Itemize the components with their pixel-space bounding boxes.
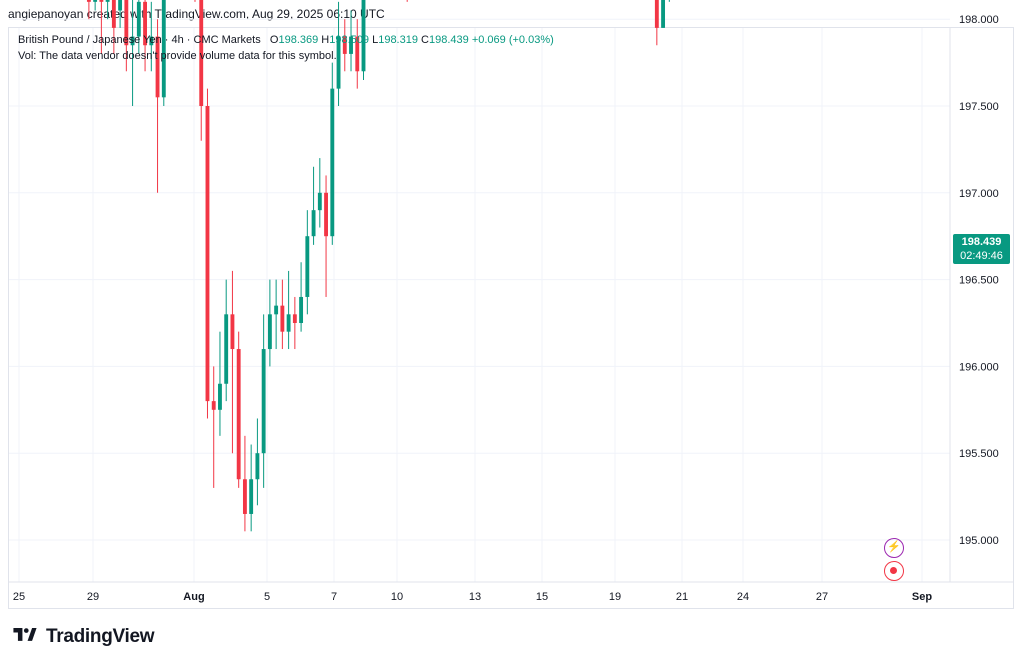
y-tick-label: 197.500 <box>959 101 999 113</box>
tv-logo-icon <box>13 628 37 641</box>
x-tick-label: 13 <box>469 591 481 603</box>
last-price: 198.439 <box>961 236 1002 248</box>
x-tick-label: 10 <box>391 591 403 603</box>
candle-body <box>305 236 310 297</box>
candle-body <box>99 0 104 2</box>
x-tick-label: Sep <box>912 591 932 603</box>
candle-body <box>299 296 304 323</box>
low-label: L <box>372 34 379 46</box>
candle-body <box>86 0 91 2</box>
candle-body <box>105 0 110 2</box>
candle-body <box>93 0 98 2</box>
y-tick-label: 197.000 <box>959 188 999 200</box>
bar-countdown: 02:49:46 <box>960 250 1003 262</box>
x-tick-label: 29 <box>87 591 99 603</box>
candle-body <box>224 314 229 384</box>
candle-body <box>261 349 266 454</box>
symbol-title: British Pound / Japanese Yen · 4h · CMC … <box>18 34 261 46</box>
candle-body <box>324 192 328 237</box>
high-label: H <box>321 34 330 46</box>
x-tick-label: 7 <box>331 591 337 603</box>
chart-frame[interactable] <box>8 27 1014 609</box>
candle-body <box>143 1 147 46</box>
candle-body <box>118 0 123 11</box>
candle-body <box>242 479 247 514</box>
candle-body <box>280 305 285 332</box>
high-value: 198.509 <box>329 34 370 46</box>
x-tick-label: Aug <box>183 591 204 603</box>
change-value: +0.069 (+0.03%) <box>471 34 554 46</box>
close-value: 198.439 <box>428 34 469 46</box>
candle-body <box>311 210 316 237</box>
candle-body <box>336 36 341 89</box>
candle-body <box>654 0 659 28</box>
y-tick-label: 198.000 <box>959 14 999 26</box>
candle-body <box>199 0 204 106</box>
x-tick-label: 21 <box>676 591 688 603</box>
x-tick-label: 25 <box>13 591 25 603</box>
candle-body <box>349 36 353 54</box>
candle-body <box>317 192 322 211</box>
candle-body <box>661 0 666 28</box>
candle-body <box>355 36 360 72</box>
y-tick-label: 196.500 <box>959 275 999 287</box>
candle-body <box>230 314 235 350</box>
record-icon[interactable] <box>884 561 904 581</box>
tradingview-logo[interactable]: TradingView <box>10 626 155 648</box>
x-tick-label: 15 <box>536 591 548 603</box>
candle-body <box>361 0 366 72</box>
candle-body <box>274 305 279 315</box>
candle-body <box>292 314 297 323</box>
candle-body <box>161 0 166 98</box>
candle-body <box>236 349 241 480</box>
close-label: C <box>421 34 429 46</box>
y-tick-label: 196.000 <box>959 361 999 373</box>
y-tick-label: 195.500 <box>959 448 999 460</box>
candle-body <box>149 36 154 46</box>
candle-body <box>111 0 116 28</box>
x-tick-label: 27 <box>816 591 828 603</box>
volume-note: Vol: The data vendor doesn't provide vol… <box>18 50 337 62</box>
candle-body <box>205 106 210 402</box>
candle-body <box>330 88 335 237</box>
symbol-legend: British Pound / Japanese Yen · 4h · CMC … <box>18 34 554 46</box>
x-tick-label: 24 <box>737 591 749 603</box>
open-value: 198.369 <box>278 34 319 46</box>
low-value: 198.319 <box>378 34 418 46</box>
open-label: O <box>269 34 279 46</box>
candle-body <box>342 36 347 54</box>
x-tick-label: 5 <box>264 591 270 603</box>
candle-body <box>255 453 260 480</box>
candle-body <box>130 36 135 46</box>
candle-body <box>267 314 272 350</box>
last-price-tag: 198.439 02:49:46 <box>953 234 1010 264</box>
candle-body <box>218 383 222 410</box>
y-tick-label: 195.000 <box>959 535 999 547</box>
x-tick-label: 19 <box>609 591 621 603</box>
candle-body <box>155 36 160 98</box>
lightning-icon[interactable]: ⚡ <box>884 538 904 558</box>
chart-credit: angiepanoyan created with TradingView.co… <box>8 7 385 21</box>
candle-body <box>249 479 254 514</box>
brand-name: TradingView <box>46 626 155 647</box>
candle-body <box>124 0 129 46</box>
candle-body <box>286 314 291 332</box>
candle-body <box>211 401 216 410</box>
candle-body <box>136 1 141 37</box>
